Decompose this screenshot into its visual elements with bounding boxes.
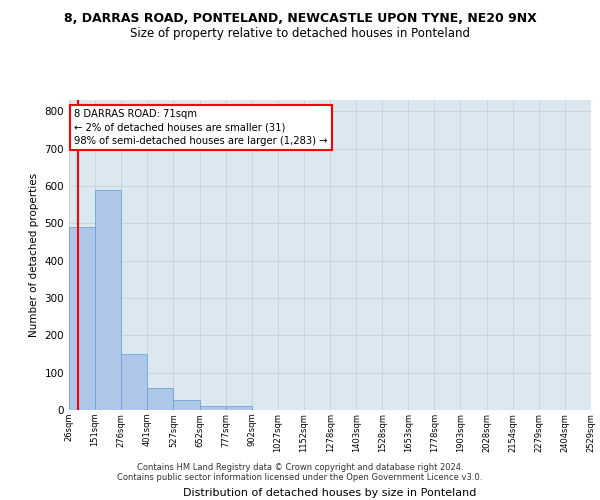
Text: Distribution of detached houses by size in Ponteland: Distribution of detached houses by size … [184, 488, 476, 498]
Text: 8, DARRAS ROAD, PONTELAND, NEWCASTLE UPON TYNE, NE20 9NX: 8, DARRAS ROAD, PONTELAND, NEWCASTLE UPO… [64, 12, 536, 26]
Bar [69, 227, 95, 410]
Bar [173, 400, 200, 410]
Bar [95, 190, 121, 410]
Bar [147, 388, 173, 410]
Text: Contains public sector information licensed under the Open Government Licence v3: Contains public sector information licen… [118, 474, 482, 482]
Y-axis label: Number of detached properties: Number of detached properties [29, 173, 39, 337]
Text: 8 DARRAS ROAD: 71sqm
← 2% of detached houses are smaller (31)
98% of semi-detach: 8 DARRAS ROAD: 71sqm ← 2% of detached ho… [74, 110, 328, 146]
Text: Size of property relative to detached houses in Ponteland: Size of property relative to detached ho… [130, 28, 470, 40]
Bar [226, 406, 251, 410]
Text: Contains HM Land Registry data © Crown copyright and database right 2024.: Contains HM Land Registry data © Crown c… [137, 464, 463, 472]
Bar [121, 354, 147, 410]
Bar [200, 406, 226, 410]
